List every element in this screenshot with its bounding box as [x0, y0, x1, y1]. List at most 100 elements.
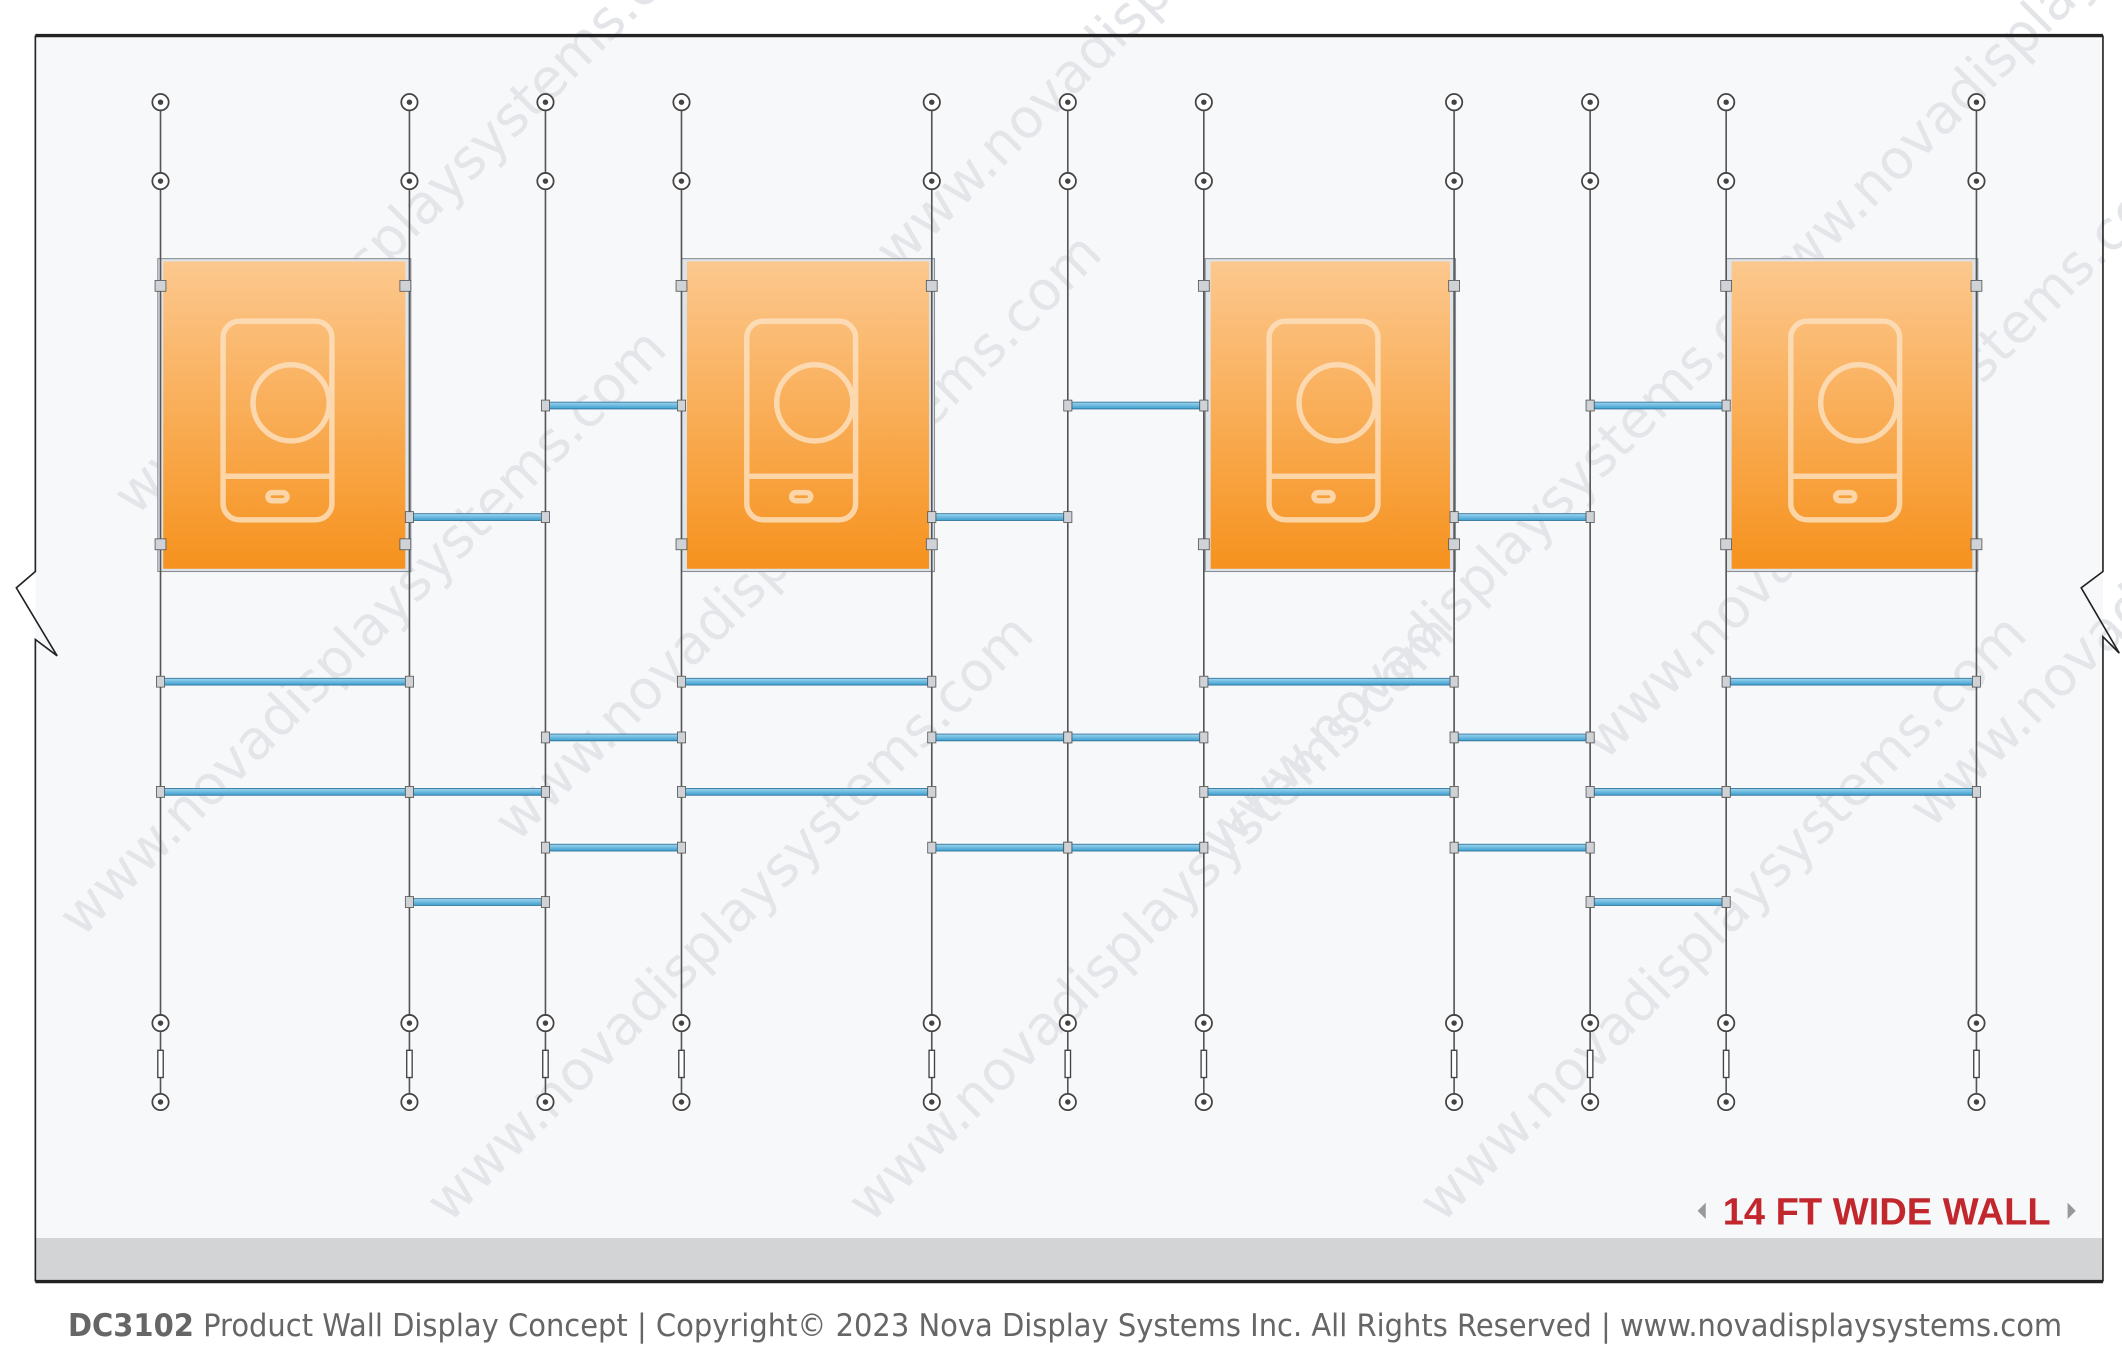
- shelf: [549, 733, 678, 742]
- shelf-clamp: [404, 675, 414, 688]
- shelf: [1593, 898, 1723, 906]
- anchor-dot: [1065, 178, 1071, 184]
- shelf: [1729, 788, 1973, 796]
- shelf: [413, 513, 542, 521]
- shelf-clamp: [927, 675, 937, 688]
- anchor-dot: [1973, 1099, 1980, 1105]
- shelf: [685, 677, 929, 686]
- break-right: [2080, 35, 2120, 1282]
- anchor-dot: [1587, 99, 1593, 105]
- panel-clamp: [154, 538, 167, 551]
- shelf-clamp: [1063, 841, 1073, 854]
- shelf-clamp: [540, 841, 550, 854]
- shelf-clamp: [540, 399, 550, 412]
- tensioner: [1064, 1049, 1072, 1079]
- shelf-clamp: [540, 896, 550, 908]
- anchor-dot: [1973, 1020, 1980, 1026]
- shelf: [1457, 513, 1587, 521]
- panel-clamp: [925, 538, 938, 551]
- anchor-dot: [542, 99, 549, 105]
- icon-glyph: [250, 362, 332, 444]
- phone-button: [1832, 489, 1858, 504]
- shelf: [164, 677, 406, 686]
- anchor-dot: [1587, 1099, 1593, 1105]
- shelf: [1729, 677, 1973, 686]
- shelf-clamp: [1585, 731, 1595, 744]
- footer-code: DC3102: [68, 1308, 194, 1344]
- icon-glyph: [1817, 362, 1900, 444]
- tensioner: [1973, 1049, 1980, 1079]
- anchor-dot: [1065, 1020, 1071, 1026]
- shelf-clamp: [404, 786, 414, 798]
- panel-clamp: [1970, 279, 1983, 292]
- shelf: [1593, 788, 1723, 796]
- shelf: [1457, 733, 1587, 742]
- panel: [1210, 261, 1451, 569]
- shelf-clamp: [1585, 896, 1595, 908]
- panel-clamp: [675, 279, 688, 292]
- anchor-dot: [157, 178, 164, 184]
- anchor-dot: [406, 1099, 413, 1105]
- shelf: [935, 843, 1065, 852]
- icon-glyph: [1296, 362, 1378, 444]
- anchor-dot: [1201, 178, 1207, 184]
- shelf: [1207, 677, 1451, 686]
- tensioner: [1586, 1049, 1594, 1079]
- tensioner: [678, 1049, 685, 1079]
- shelf-clamp: [1585, 511, 1595, 523]
- phone-button: [788, 489, 814, 504]
- anchor-dot: [678, 99, 685, 105]
- panel-clamp: [1970, 538, 1983, 551]
- panel-clamp: [399, 538, 412, 551]
- anchor-dot: [929, 1020, 935, 1026]
- phone-button: [1311, 489, 1336, 504]
- shelf-clamp: [1063, 731, 1073, 744]
- anchor-dot: [1201, 99, 1207, 105]
- panel-icon: [220, 318, 335, 523]
- shelf-clamp: [1063, 511, 1073, 523]
- phone-outline: [1266, 318, 1381, 523]
- shelf-clamp: [1971, 786, 1981, 798]
- footer-text: Product Wall Display Concept | Copyright…: [203, 1308, 2062, 1344]
- anchor-dot: [406, 1020, 413, 1026]
- anchor-dot: [157, 99, 164, 105]
- panel-clamp: [925, 279, 938, 292]
- shelf-clamp: [1721, 399, 1731, 412]
- icon-glyph: [773, 362, 856, 444]
- shelf: [1071, 401, 1201, 410]
- anchor-dot: [157, 1020, 164, 1026]
- panel: [1731, 261, 1973, 569]
- phone-outline: [744, 318, 859, 523]
- shelf-clamp: [927, 511, 937, 523]
- shelf-clamp: [676, 399, 686, 412]
- arrow-left: [1697, 1202, 1706, 1219]
- shelf-clamp: [156, 786, 165, 798]
- shelf-clamp: [1063, 399, 1073, 412]
- anchor-dot: [157, 1099, 164, 1105]
- anchor-dot: [542, 1020, 549, 1026]
- anchor-dot: [678, 1099, 685, 1105]
- tensioner: [542, 1049, 549, 1079]
- panel-clamp: [399, 279, 412, 292]
- shelf: [413, 788, 542, 796]
- shelf: [1071, 733, 1201, 742]
- shelf-clamp: [156, 675, 165, 688]
- panel-clamp: [1197, 279, 1210, 292]
- shelf-clamp: [1449, 675, 1459, 688]
- shelf: [164, 788, 406, 796]
- panel-clamp: [1197, 538, 1210, 551]
- shelf: [1457, 843, 1587, 852]
- shelf-clamp: [676, 675, 686, 688]
- shelf-clamp: [1971, 675, 1981, 688]
- wall: [35, 35, 2103, 1239]
- wall-label: 14 FT WIDE WALL: [1723, 1191, 2051, 1233]
- anchor-dot: [1201, 1020, 1207, 1026]
- anchor-dot: [406, 178, 413, 184]
- anchor-dot: [929, 178, 935, 184]
- shelf: [935, 733, 1065, 742]
- panel-clamp: [1720, 279, 1733, 292]
- phone-button: [265, 489, 290, 504]
- anchor-dot: [1723, 99, 1729, 105]
- anchor-dot: [1723, 178, 1729, 184]
- panel-clamp: [154, 279, 167, 292]
